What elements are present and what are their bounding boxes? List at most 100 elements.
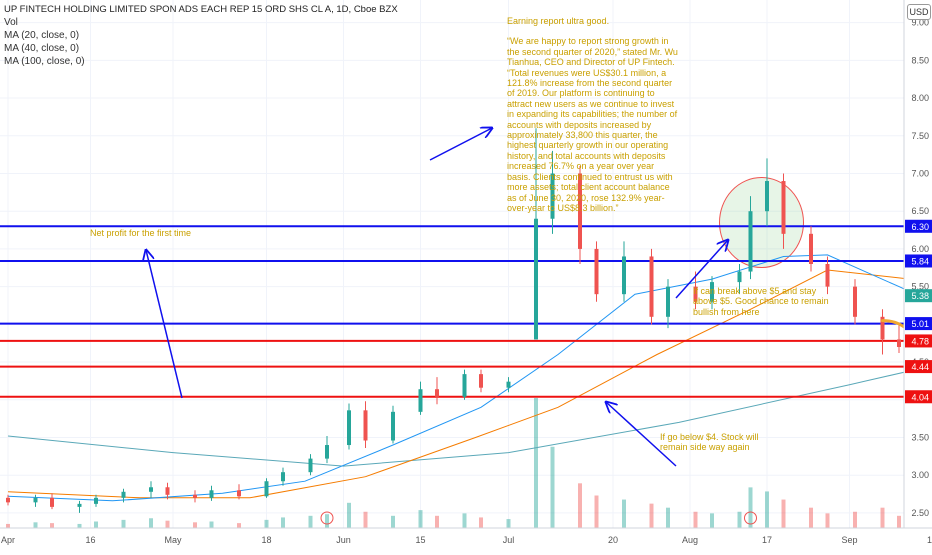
candle-body bbox=[650, 256, 654, 316]
symbol-title[interactable]: UP FINTECH HOLDING LIMITED SPON ADS EACH… bbox=[4, 3, 398, 16]
volume-bar bbox=[78, 524, 82, 528]
volume-bar bbox=[364, 512, 368, 528]
volume-bar bbox=[782, 500, 786, 528]
volume-bar bbox=[694, 512, 698, 528]
y-tick-label: 6.00 bbox=[911, 244, 929, 254]
earnings-body: “We are happy to report strong growth in… bbox=[507, 36, 679, 213]
candle-body bbox=[479, 374, 483, 388]
x-tick-label: 18 bbox=[261, 535, 271, 545]
volume-bar bbox=[853, 512, 857, 528]
candle-body bbox=[419, 389, 423, 412]
volume-bar bbox=[94, 522, 98, 529]
volume-bar bbox=[149, 518, 153, 528]
candle-body bbox=[897, 339, 901, 347]
candle-body bbox=[237, 490, 241, 496]
candle-body bbox=[622, 256, 626, 294]
candle-body bbox=[210, 490, 214, 498]
candle-body bbox=[34, 498, 38, 503]
y-tick-label: 3.00 bbox=[911, 470, 929, 480]
candle-body bbox=[595, 249, 599, 294]
candle-body bbox=[809, 234, 813, 264]
candle-body bbox=[94, 498, 98, 504]
peak-highlight-ellipse bbox=[720, 178, 804, 268]
volume-bar bbox=[34, 522, 38, 528]
x-tick-label: Jul bbox=[503, 535, 515, 545]
volume-bar bbox=[166, 521, 170, 528]
candle-body bbox=[149, 487, 153, 492]
volume-bar bbox=[237, 523, 241, 528]
candle-body bbox=[391, 412, 395, 441]
volume-bar bbox=[749, 487, 753, 528]
x-tick-label: May bbox=[164, 535, 182, 545]
candle-body bbox=[78, 504, 82, 507]
legend-ma40[interactable]: MA (40, close, 0) bbox=[4, 42, 398, 55]
legend-ma100[interactable]: MA (100, close, 0) bbox=[4, 55, 398, 68]
x-tick-label: Jun bbox=[336, 535, 351, 545]
volume-bar bbox=[50, 523, 54, 528]
earnings-note: Earning report ultra good. “We are happy… bbox=[507, 16, 679, 213]
volume-bar bbox=[6, 524, 10, 528]
volume-bar bbox=[507, 519, 511, 528]
legend-vol[interactable]: Vol bbox=[4, 16, 398, 29]
x-tick-label: Aug bbox=[682, 535, 698, 545]
up-arrow bbox=[430, 128, 492, 160]
breakdown-note: If go below $4. Stock will remain side w… bbox=[660, 432, 770, 453]
x-tick-label: 20 bbox=[608, 535, 618, 545]
currency-button[interactable]: USD bbox=[907, 4, 931, 20]
candle-body bbox=[765, 181, 769, 211]
y-tick-label: 8.50 bbox=[911, 55, 929, 65]
volume-bar bbox=[578, 483, 582, 528]
candle-body bbox=[782, 181, 786, 234]
candle-body bbox=[666, 287, 670, 317]
volume-bar bbox=[419, 510, 423, 528]
volume-bar bbox=[595, 496, 599, 529]
legend-ma20[interactable]: MA (20, close, 0) bbox=[4, 29, 398, 42]
volume-bar bbox=[666, 508, 670, 528]
candle-body bbox=[6, 498, 10, 503]
volume-bar bbox=[622, 500, 626, 528]
volume-bar bbox=[193, 522, 197, 528]
volume-bar bbox=[463, 513, 467, 528]
volume-bar bbox=[325, 514, 329, 528]
candle-body bbox=[738, 272, 742, 283]
ma100-line bbox=[8, 311, 932, 466]
y-tick-label: 7.00 bbox=[911, 168, 929, 178]
volume-bar bbox=[210, 522, 214, 529]
volume-bar bbox=[435, 516, 439, 528]
y-tick-label: 3.50 bbox=[911, 432, 929, 442]
price-badge-label: 4.44 bbox=[911, 362, 929, 372]
time-axis-bg bbox=[0, 528, 932, 550]
volume-bar bbox=[809, 508, 813, 528]
volume-bar bbox=[826, 513, 830, 528]
breakout-note: If can break above $5 and stay above $5.… bbox=[693, 286, 843, 317]
volume-bar bbox=[347, 503, 351, 528]
volume-bar bbox=[265, 520, 269, 528]
x-tick-label: 16 bbox=[85, 535, 95, 545]
candle-body bbox=[166, 487, 170, 495]
volume-bar bbox=[534, 398, 538, 528]
y-tick-label: 2.50 bbox=[911, 508, 929, 518]
candle-body bbox=[281, 472, 285, 481]
earnings-title: Earning report ultra good. bbox=[507, 16, 679, 26]
price-badge-label: 4.78 bbox=[911, 336, 929, 346]
x-tick-label: 17 bbox=[762, 535, 772, 545]
candle-body bbox=[435, 389, 439, 397]
volume-bar bbox=[710, 513, 714, 528]
volume-bar bbox=[650, 504, 654, 528]
volume-bar bbox=[897, 516, 901, 528]
volume-bar bbox=[738, 512, 742, 528]
price-badge-label: 6.30 bbox=[911, 222, 929, 232]
candle-body bbox=[826, 264, 830, 287]
candle-body bbox=[507, 382, 511, 388]
y-tick-label: 6.50 bbox=[911, 206, 929, 216]
candle-body bbox=[265, 481, 269, 496]
candle-body bbox=[749, 211, 753, 271]
price-scale-bg bbox=[904, 0, 932, 550]
volume-bar bbox=[881, 508, 885, 528]
x-tick-label: 15 bbox=[415, 535, 425, 545]
net-profit-note: Net profit for the first time bbox=[90, 228, 230, 238]
volume-bar bbox=[551, 447, 555, 528]
x-tick-label: 16 bbox=[927, 535, 932, 545]
